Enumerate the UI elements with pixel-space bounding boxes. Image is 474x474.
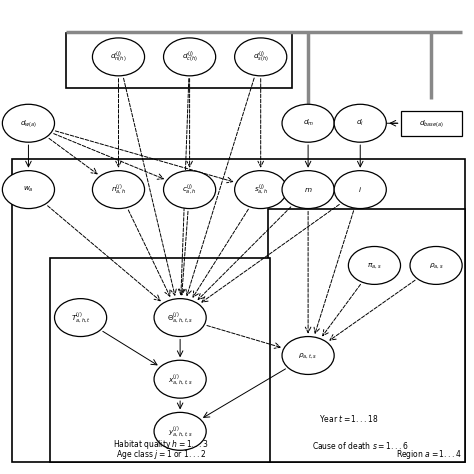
Text: $d_m$: $d_m$ xyxy=(302,118,314,128)
Ellipse shape xyxy=(2,104,55,142)
Ellipse shape xyxy=(154,412,206,450)
Text: Age class $j = 1$ or $1...2$: Age class $j = 1$ or $1...2$ xyxy=(116,448,206,461)
Text: $n_{a,h}^{(j)}$: $n_{a,h}^{(j)}$ xyxy=(111,182,126,197)
FancyBboxPatch shape xyxy=(268,209,465,462)
Ellipse shape xyxy=(282,171,334,209)
Ellipse shape xyxy=(154,299,206,337)
FancyBboxPatch shape xyxy=(401,111,462,136)
Text: $y_{a,h,t,s}^{(j)}$: $y_{a,h,t,s}^{(j)}$ xyxy=(168,424,192,439)
Ellipse shape xyxy=(410,246,462,284)
Text: $\pi_{a,s}$: $\pi_{a,s}$ xyxy=(367,261,382,270)
Text: $d_{w(a)}$: $d_{w(a)}$ xyxy=(20,118,37,128)
Ellipse shape xyxy=(282,104,334,142)
Ellipse shape xyxy=(334,104,386,142)
Ellipse shape xyxy=(2,171,55,209)
Text: Cause of death $s = 1...6$: Cause of death $s = 1...6$ xyxy=(312,440,409,451)
Ellipse shape xyxy=(55,299,107,337)
Ellipse shape xyxy=(92,171,145,209)
Text: $\rho_{a,t,s}$: $\rho_{a,t,s}$ xyxy=(299,351,318,360)
Text: $d_{base(a)}$: $d_{base(a)}$ xyxy=(419,118,444,128)
Text: $\Theta_{a,h,t,s}^{(j)}$: $\Theta_{a,h,t,s}^{(j)}$ xyxy=(167,310,193,325)
Text: $d_{n(h)}^{(j)}$: $d_{n(h)}^{(j)}$ xyxy=(110,49,127,64)
Text: $\rho_{a,s}$: $\rho_{a,s}$ xyxy=(428,261,444,270)
Text: Year $t = 1...18$: Year $t = 1...18$ xyxy=(319,413,378,424)
Text: $i$: $i$ xyxy=(358,185,362,194)
Ellipse shape xyxy=(92,38,145,76)
Ellipse shape xyxy=(235,171,287,209)
Ellipse shape xyxy=(348,246,401,284)
FancyBboxPatch shape xyxy=(50,258,270,462)
Ellipse shape xyxy=(235,38,287,76)
Text: $d_i$: $d_i$ xyxy=(356,118,364,128)
Text: $d_{s(h)}^{(j)}$: $d_{s(h)}^{(j)}$ xyxy=(253,49,269,64)
Text: $s_{a,h}^{(j)}$: $s_{a,h}^{(j)}$ xyxy=(254,182,268,197)
Ellipse shape xyxy=(164,171,216,209)
Ellipse shape xyxy=(282,337,334,374)
Ellipse shape xyxy=(334,171,386,209)
Text: Region $a = 1...4$: Region $a = 1...4$ xyxy=(396,448,462,461)
Text: Habitat quality $h = 1...3$: Habitat quality $h = 1...3$ xyxy=(113,438,209,451)
Text: $m$: $m$ xyxy=(304,186,312,193)
FancyBboxPatch shape xyxy=(12,159,465,462)
Ellipse shape xyxy=(164,38,216,76)
Text: $T_{a,h,t}^{(j)}$: $T_{a,h,t}^{(j)}$ xyxy=(71,310,91,325)
Text: $c_{a,h}^{(j)}$: $c_{a,h}^{(j)}$ xyxy=(182,182,197,197)
FancyBboxPatch shape xyxy=(66,33,292,88)
Ellipse shape xyxy=(154,360,206,398)
Text: $w_a$: $w_a$ xyxy=(23,185,34,194)
Text: $x_{a,h,t,s}^{(j)}$: $x_{a,h,t,s}^{(j)}$ xyxy=(168,372,192,387)
Text: $d_{c(h)}^{(j)}$: $d_{c(h)}^{(j)}$ xyxy=(182,49,198,64)
